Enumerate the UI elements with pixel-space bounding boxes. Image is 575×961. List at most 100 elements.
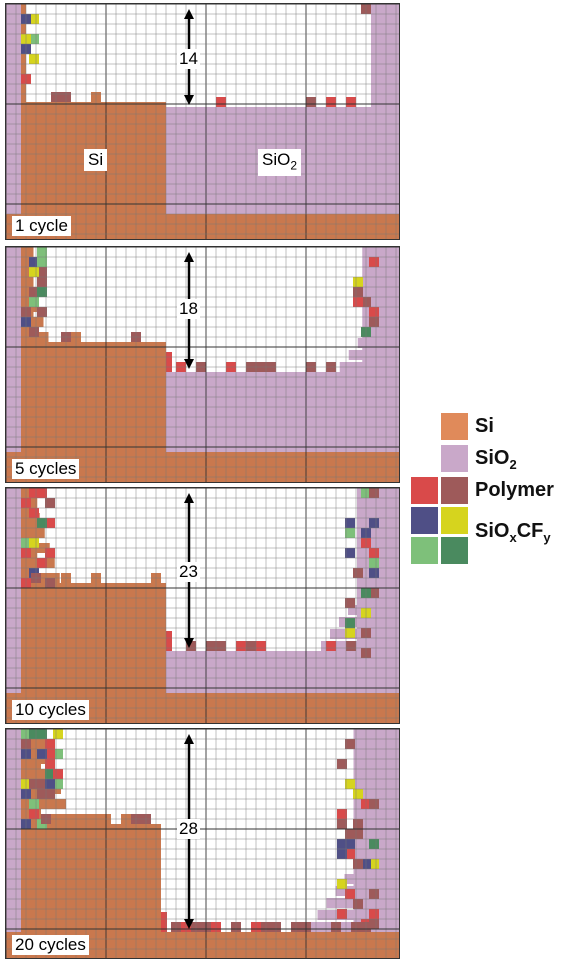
deposit-cell xyxy=(45,518,55,528)
simulation-grid xyxy=(6,4,399,239)
sio2-corner-cell xyxy=(339,617,379,627)
depth-arrow-head xyxy=(184,95,194,105)
depth-arrow-head xyxy=(184,919,194,929)
legend-label-polymer: Polymer xyxy=(475,479,554,501)
deposit-cell xyxy=(345,739,355,749)
deposit-cell xyxy=(37,267,47,277)
deposit-cell xyxy=(29,267,39,277)
deposit-cell xyxy=(337,839,347,849)
deposit-cell xyxy=(337,879,347,889)
si-substrate xyxy=(6,214,399,239)
simulation-grid xyxy=(6,729,399,958)
sio2-corner-cell xyxy=(348,350,379,360)
deposit-cell xyxy=(29,34,39,44)
deposit-cell xyxy=(345,849,355,859)
deposit-cell xyxy=(29,799,39,809)
depth-arrow-head xyxy=(184,9,194,19)
deposit-cell xyxy=(37,729,47,739)
sio2-corner-cell xyxy=(326,898,379,908)
deposit-cell xyxy=(45,578,55,588)
legend-swatch-sio2 xyxy=(441,445,468,472)
legend-swatch-polymer-a xyxy=(411,477,438,504)
deposit-cell xyxy=(369,317,379,327)
deposit-cell xyxy=(353,277,363,287)
deposit-cell xyxy=(369,488,379,498)
sio2-left-strip xyxy=(6,488,21,723)
front-deposit-cell xyxy=(236,641,246,651)
depth-arrow-head xyxy=(184,359,194,369)
deposit-cell xyxy=(29,508,39,518)
panel-20-cycles: 28 20 cycles xyxy=(5,728,400,959)
deposit-cell xyxy=(345,598,355,608)
deposit-cell xyxy=(37,779,47,789)
front-deposit-cell xyxy=(246,641,256,651)
cycle-label: 1 cycle xyxy=(12,216,71,236)
sio2-corner-cell xyxy=(335,886,379,896)
sio2-left-strip xyxy=(6,4,21,239)
legend-swatch-sioxcfy-c xyxy=(411,537,438,564)
deposit-cell xyxy=(369,799,379,809)
deposit-cell xyxy=(29,538,39,548)
deposit-cell xyxy=(337,849,347,859)
panel-5-cycles: 18 5 cycles xyxy=(5,246,400,483)
front-deposit-cell xyxy=(256,641,266,651)
sio2-right-strip xyxy=(379,4,399,239)
deposit-cell xyxy=(353,287,363,297)
deposit-cell xyxy=(45,779,55,789)
sio2-right-strip xyxy=(379,488,399,723)
cycle-label: 5 cycles xyxy=(12,459,80,479)
deposit-cell xyxy=(29,257,39,267)
deposit-cell xyxy=(29,729,39,739)
deposit-cell xyxy=(45,749,55,759)
etch-depth-label: 28 xyxy=(177,819,200,839)
sio2-label-base: SiO xyxy=(262,150,291,169)
deposit-cell xyxy=(53,779,63,789)
deposit-cell xyxy=(345,518,355,528)
deposit-cell xyxy=(345,889,355,899)
front-deposit-cell xyxy=(216,97,226,107)
deposit-cell xyxy=(29,809,39,819)
front-deposit-cell xyxy=(216,641,226,651)
deposit-cell xyxy=(369,307,379,317)
simulation-grid xyxy=(6,488,399,723)
sio2-left-strip xyxy=(6,247,21,482)
si-corner-cell xyxy=(21,799,66,809)
deposit-cell xyxy=(353,859,363,869)
deposit-cell xyxy=(369,588,379,598)
sio2-corner-cell xyxy=(357,338,379,348)
deposit-cell xyxy=(53,729,63,739)
deposit-cell xyxy=(29,287,39,297)
deposit-cell xyxy=(345,528,355,538)
cycle-label: 10 cycles xyxy=(12,700,89,720)
deposit-cell xyxy=(345,548,355,558)
sio2-corner-cell xyxy=(317,910,379,920)
panel-1-cycle: 14 Si SiO2 1 cycle xyxy=(5,3,400,240)
deposit-cell xyxy=(337,819,347,829)
sio2-right-strip xyxy=(379,247,399,482)
si-corner-cell xyxy=(21,528,45,538)
legend-swatch-sioxcfy-a xyxy=(411,507,438,534)
deposit-cell xyxy=(37,257,47,267)
front-deposit-cell xyxy=(346,97,356,107)
deposit-cell xyxy=(29,297,39,307)
deposit-cell xyxy=(45,498,55,508)
deposit-cell xyxy=(345,839,355,849)
deposit-cell xyxy=(353,789,363,799)
depth-arrow-head xyxy=(184,252,194,262)
deposit-cell xyxy=(45,789,55,799)
deposit-cell xyxy=(29,488,39,498)
sio2-corner-cell xyxy=(308,922,379,932)
front-deposit-cell xyxy=(346,641,356,651)
etch-depth-label: 14 xyxy=(177,49,200,69)
deposit-cell xyxy=(29,779,39,789)
deposit-cell xyxy=(337,909,347,919)
legend-sioxcfy-y: y xyxy=(543,530,551,545)
front-deposit-cell xyxy=(306,97,316,107)
etch-depth-label: 23 xyxy=(177,562,200,582)
legend-label-si: Si xyxy=(475,415,494,437)
panel-10-cycles: 23 10 cycles xyxy=(5,487,400,724)
deposit-cell xyxy=(37,558,47,568)
deposit-cell xyxy=(337,759,347,769)
legend-sio2-sub: 2 xyxy=(509,457,517,472)
deposit-cell xyxy=(337,809,347,819)
